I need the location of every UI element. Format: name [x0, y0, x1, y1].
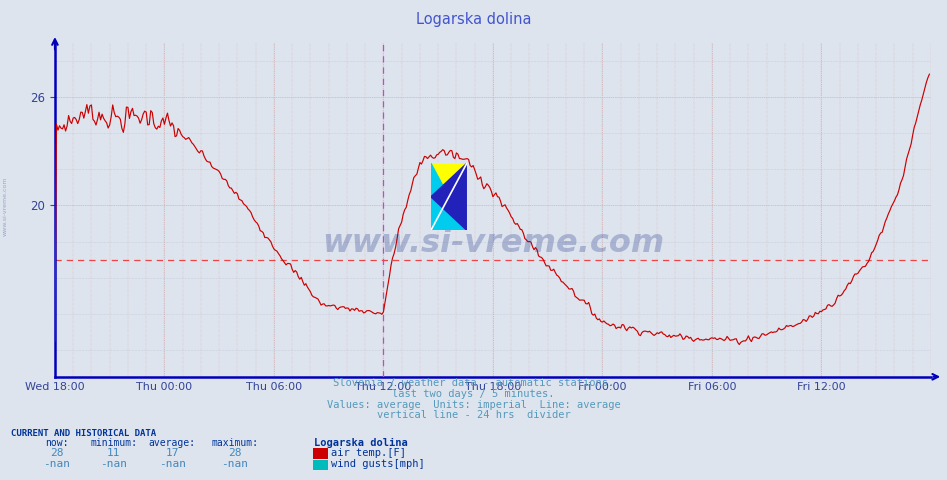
Text: CURRENT AND HISTORICAL DATA: CURRENT AND HISTORICAL DATA	[11, 429, 156, 438]
Text: www.si-vreme.com: www.si-vreme.com	[3, 177, 9, 236]
Text: -nan: -nan	[159, 458, 186, 468]
Text: -nan: -nan	[222, 458, 248, 468]
Text: minimum:: minimum:	[90, 438, 137, 448]
Text: 28: 28	[50, 448, 63, 458]
Text: www.si-vreme.com: www.si-vreme.com	[322, 228, 664, 259]
Text: Logarska dolina: Logarska dolina	[314, 438, 408, 448]
Text: -nan: -nan	[44, 458, 70, 468]
Text: Values: average  Units: imperial  Line: average: Values: average Units: imperial Line: av…	[327, 399, 620, 409]
Text: now:: now:	[45, 438, 68, 448]
Text: 28: 28	[228, 448, 241, 458]
Text: air temp.[F]: air temp.[F]	[331, 447, 406, 457]
Text: last two days / 5 minutes.: last two days / 5 minutes.	[392, 389, 555, 399]
Text: Logarska dolina: Logarska dolina	[416, 12, 531, 27]
Text: maximum:: maximum:	[211, 438, 259, 448]
Text: Slovenia / weather data - automatic stations.: Slovenia / weather data - automatic stat…	[333, 378, 614, 388]
Polygon shape	[431, 163, 467, 230]
Text: 11: 11	[107, 448, 120, 458]
Text: -nan: -nan	[100, 458, 127, 468]
Polygon shape	[431, 163, 467, 230]
Text: average:: average:	[149, 438, 196, 448]
Text: wind gusts[mph]: wind gusts[mph]	[331, 459, 425, 469]
Text: 17: 17	[166, 448, 179, 458]
Text: vertical line - 24 hrs  divider: vertical line - 24 hrs divider	[377, 410, 570, 420]
Polygon shape	[431, 163, 467, 230]
